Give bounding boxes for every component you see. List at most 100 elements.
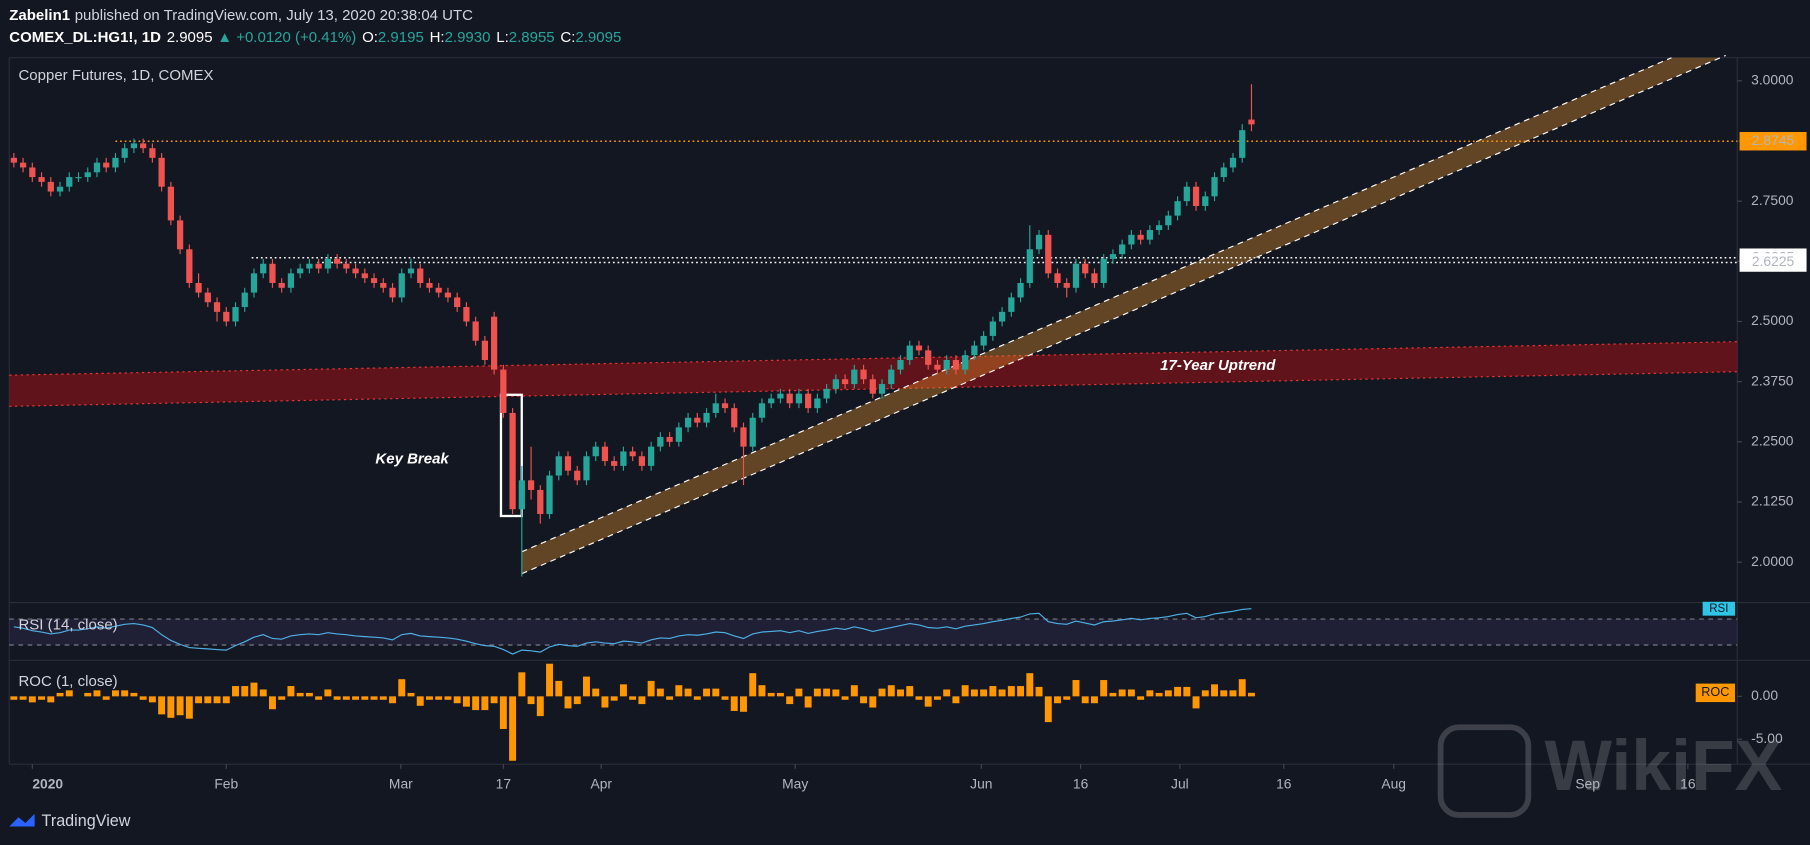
roc-bar	[583, 676, 590, 697]
y-tick-label: 2.7500	[1751, 192, 1794, 208]
roc-bar	[1183, 686, 1191, 697]
candle-body	[454, 297, 461, 308]
candle-body	[130, 143, 138, 149]
x-tick-label: Jun	[970, 776, 992, 792]
roc-bar	[47, 696, 55, 703]
candle-body	[888, 369, 895, 385]
candle-body	[370, 278, 378, 283]
candle-body	[666, 437, 673, 442]
candle-body	[287, 273, 295, 288]
roc-bar	[19, 696, 27, 700]
candle-body	[943, 359, 950, 370]
ohlc-label: O:	[362, 29, 378, 46]
candle-body	[324, 258, 331, 269]
roc-bar	[703, 688, 711, 697]
ohlc-value: 2.9095	[575, 29, 621, 46]
roc-bar	[1229, 690, 1237, 697]
roc-bar	[185, 696, 193, 719]
indicator-tag-label: ROC	[1701, 685, 1729, 699]
candle-body	[158, 157, 165, 187]
roc-bar	[592, 688, 600, 697]
candle-body	[509, 412, 516, 510]
roc-bar	[1081, 696, 1089, 704]
candle-body	[546, 475, 553, 515]
roc-bar	[970, 689, 978, 697]
roc-bar	[1127, 689, 1135, 697]
candle-body	[176, 220, 184, 250]
candle-body	[1183, 186, 1190, 202]
roc-bar	[38, 696, 46, 700]
roc-bar	[167, 696, 175, 718]
roc-bar	[204, 696, 212, 704]
rsi-band	[9, 619, 1738, 646]
roc-bar	[1017, 686, 1025, 697]
roc-bar	[1109, 692, 1117, 697]
candle-body	[684, 417, 692, 428]
roc-bar	[564, 696, 572, 709]
symbol: COMEX_DL:HG1!, 1D	[9, 29, 161, 46]
level-label: 2.8745	[1752, 132, 1795, 148]
x-tick-label: Jul	[1171, 776, 1189, 792]
roc-bar	[232, 686, 239, 697]
ohlc-value: 2.9930	[445, 29, 491, 46]
roc-bar	[435, 696, 443, 700]
ohlc-label: H:	[430, 29, 445, 46]
candle-body	[721, 403, 729, 409]
y-tick-label: 3.0000	[1751, 71, 1794, 87]
candle-body	[463, 307, 470, 322]
candle-body	[786, 393, 793, 404]
candle-body	[1220, 167, 1227, 178]
level-tag	[1739, 253, 1807, 272]
candle-body	[860, 369, 867, 380]
candle-body	[250, 273, 258, 293]
roc-bar	[1211, 684, 1218, 697]
candle-body	[675, 427, 682, 442]
roc-bar	[712, 688, 720, 697]
candle-body	[112, 157, 119, 168]
candle-body	[537, 489, 544, 515]
roc-bar	[250, 682, 258, 697]
roc-bar	[1155, 692, 1163, 697]
roc-bar	[333, 696, 341, 700]
roc-bar	[93, 690, 101, 697]
candle-body	[1239, 130, 1246, 158]
roc-bar	[490, 696, 498, 704]
roc-bar	[268, 696, 276, 710]
roc-bar	[555, 680, 563, 697]
roc-bar	[499, 696, 507, 729]
roc-bar	[130, 692, 138, 697]
roc-bar	[1063, 696, 1071, 700]
roc-bar	[573, 696, 581, 705]
roc-bar	[352, 696, 360, 700]
roc-bar	[527, 696, 535, 705]
candle-body	[758, 403, 766, 418]
roc-bar	[1174, 686, 1182, 697]
x-tick-label: Sep	[1575, 776, 1600, 792]
roc-bar	[84, 692, 92, 697]
ohlc-value: 2.8955	[509, 29, 555, 46]
level-label: 2.6225	[1752, 253, 1795, 269]
candle-body	[906, 345, 913, 360]
roc-bar	[546, 663, 553, 697]
roc-bar	[148, 696, 156, 703]
candle-body	[167, 186, 174, 221]
candle-body	[1017, 282, 1024, 298]
roc-bar	[472, 696, 480, 711]
candle-body	[56, 186, 64, 192]
level-tag	[1739, 132, 1807, 151]
roc-bar	[407, 692, 415, 697]
candle-body	[805, 393, 812, 409]
candle-body	[481, 340, 489, 360]
ohlc-label: L:	[496, 29, 509, 46]
chart-title: Copper Futures, 1D, COMEX	[18, 67, 213, 84]
change: ▲ +0.0120 (+0.41%)	[217, 29, 356, 46]
candle-body	[389, 287, 396, 298]
candle-body	[777, 393, 784, 399]
roc-bar	[296, 692, 304, 697]
roc-bar	[1072, 680, 1080, 697]
candle-body	[555, 456, 562, 476]
last-price: 2.9095	[167, 29, 213, 46]
roc-bar	[629, 696, 637, 700]
annotation: Key Break	[375, 450, 449, 467]
candle-body	[93, 162, 101, 173]
